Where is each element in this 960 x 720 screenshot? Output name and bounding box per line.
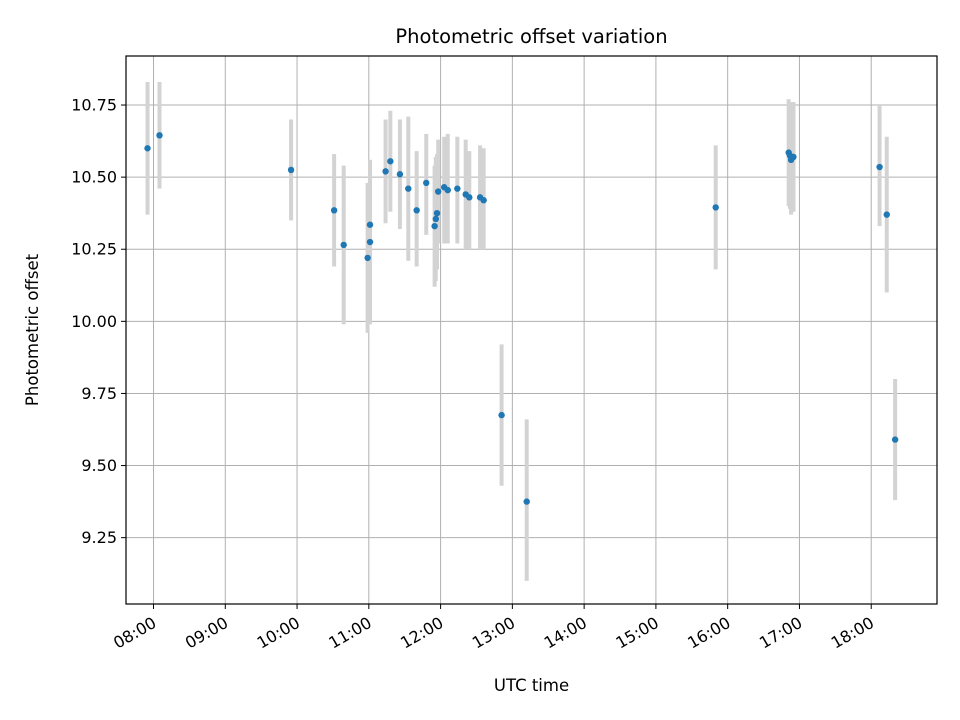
data-point bbox=[434, 188, 442, 195]
data-point bbox=[523, 498, 530, 505]
data-point bbox=[330, 207, 338, 214]
plot-area-frame bbox=[125, 55, 938, 605]
data-point bbox=[156, 132, 163, 139]
y-tick-label: 9.75 bbox=[81, 384, 117, 403]
y-tick-label: 10.50 bbox=[71, 168, 117, 187]
y-tick-label: 9.25 bbox=[81, 528, 117, 547]
data-point bbox=[466, 194, 473, 201]
data-point bbox=[433, 209, 441, 217]
y-tick-label: 10.75 bbox=[71, 96, 117, 115]
data-point bbox=[480, 197, 487, 204]
point-layer bbox=[144, 132, 899, 505]
data-point bbox=[396, 171, 404, 178]
y-tick-label: 9.50 bbox=[81, 456, 117, 475]
data-point bbox=[790, 153, 797, 161]
data-point bbox=[431, 222, 438, 230]
data-point bbox=[366, 238, 374, 246]
data-point bbox=[405, 185, 412, 192]
grid-layer bbox=[126, 56, 937, 604]
y-tick-label: 10.00 bbox=[71, 312, 117, 331]
data-point bbox=[876, 163, 883, 171]
x-axis-label: UTC time bbox=[494, 676, 569, 695]
data-point bbox=[712, 204, 719, 211]
chart-title: Photometric offset variation bbox=[395, 25, 667, 48]
data-point bbox=[382, 168, 389, 175]
data-point bbox=[366, 221, 374, 228]
data-point bbox=[364, 254, 371, 262]
data-point bbox=[498, 411, 505, 419]
data-point bbox=[413, 207, 420, 214]
data-point bbox=[340, 241, 347, 249]
data-point bbox=[891, 436, 899, 443]
data-point bbox=[287, 166, 295, 174]
y-tick-label: 10.25 bbox=[71, 240, 117, 259]
data-point bbox=[144, 145, 151, 152]
data-point bbox=[444, 186, 451, 194]
y-axis-label: Photometric offset bbox=[23, 253, 42, 406]
data-point bbox=[883, 211, 890, 218]
data-point bbox=[423, 179, 430, 187]
data-point bbox=[387, 158, 394, 165]
data-point bbox=[454, 185, 461, 192]
data-point bbox=[432, 215, 440, 223]
